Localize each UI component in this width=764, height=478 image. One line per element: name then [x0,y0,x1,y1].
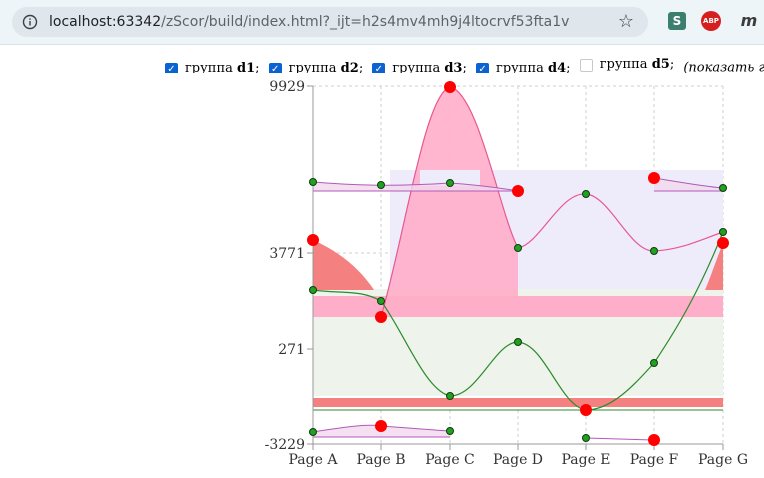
group-label-d4: группа d4; [496,61,571,73]
green-point[interactable] [719,184,727,192]
green-point[interactable] [309,286,317,294]
red-wedge-right [705,244,723,290]
red-wedge-left [313,240,374,290]
url-path: /zScor/build/index.html?_ijt=h2s4mv4mh9j… [161,14,570,30]
x-tick-label: Page B [356,452,405,468]
y-tick-label: -3229 [265,437,305,453]
checkbox-d3[interactable]: ✓ [372,62,386,73]
group-toggles: ✓ группа d1; ✓ группа d2; ✓ группа d3; ✓… [165,57,764,73]
checkbox-d2[interactable]: ✓ [268,62,282,73]
group-toggle-d1[interactable]: ✓ группа d1; [165,61,260,73]
checkbox-d1[interactable]: ✓ [165,62,178,73]
x-tick-label: Page F [630,452,679,468]
address-bar[interactable]: localhost:63342/zScor/build/index.html?_… [12,7,648,37]
green-point[interactable] [514,244,522,252]
group-label-d3: группа d3; [392,61,467,73]
y-tick-label: 3771 [269,246,305,262]
green-point[interactable] [377,297,385,305]
y-tick-label: 9929 [269,79,305,95]
group-toggle-d2[interactable]: ✓ группа d2; [268,61,364,73]
green-point[interactable] [446,427,454,435]
purple-bottom-right-line [585,437,655,441]
green-point[interactable] [309,178,317,186]
s-extension-icon[interactable]: S [668,12,686,30]
green-point[interactable] [377,181,385,189]
x-tick-label: Page A [289,452,339,468]
red-strip [313,398,723,407]
browser-toolbar: localhost:63342/zScor/build/index.html?_… [0,0,764,45]
x-tick-label: Page E [561,452,610,468]
green-point[interactable] [446,392,454,400]
info-circle-icon[interactable] [22,14,38,30]
m-extension-icon[interactable]: m [740,11,758,30]
group-label-d5: группа d5; [599,57,675,72]
show-groups-note[interactable]: (показать груп [683,60,764,74]
url-host: localhost:63342 [49,14,162,30]
red-point[interactable] [307,234,319,246]
group-toggle-d4[interactable]: ✓ группа d4; [476,61,571,73]
red-point[interactable] [375,420,387,432]
y-tick-label: 271 [278,342,305,358]
green-point[interactable] [650,247,658,255]
purple-top-line [312,181,519,192]
checkbox-d4[interactable]: ✓ [476,62,490,73]
url-text[interactable]: localhost:63342/zScor/build/index.html?_… [49,13,609,31]
red-point[interactable] [717,237,729,249]
group-toggle-d5[interactable]: группа d5; [579,57,675,73]
green-point[interactable] [650,359,658,367]
green-point[interactable] [309,428,317,436]
green-point[interactable] [514,338,522,346]
red-point[interactable] [648,434,660,446]
red-point[interactable] [444,81,456,93]
green-point[interactable] [582,190,590,198]
red-point[interactable] [648,172,660,184]
adblock-plus-icon[interactable]: ABP [701,11,721,31]
group-toggle-d3[interactable]: ✓ группа d3; [372,61,467,73]
green-point[interactable] [446,179,454,187]
chart-points [307,81,729,446]
red-point[interactable] [375,311,387,323]
x-tick-label: Page G [698,452,748,468]
group-label-d1: группа d1; [185,61,260,73]
purple-right-line [653,177,724,189]
green-point[interactable] [582,434,590,442]
x-tick-label: Page D [493,452,543,468]
green-point[interactable] [719,228,727,236]
red-point[interactable] [512,185,524,197]
checkbox-d5[interactable] [579,58,593,72]
purple-top-fill [313,182,518,191]
star-outline-icon[interactable]: ☆ [617,11,635,32]
x-tick-label: Page C [425,452,475,468]
group-label-d2: группа d2; [288,61,364,73]
red-point[interactable] [580,404,592,416]
pink-peak-window [420,170,480,186]
